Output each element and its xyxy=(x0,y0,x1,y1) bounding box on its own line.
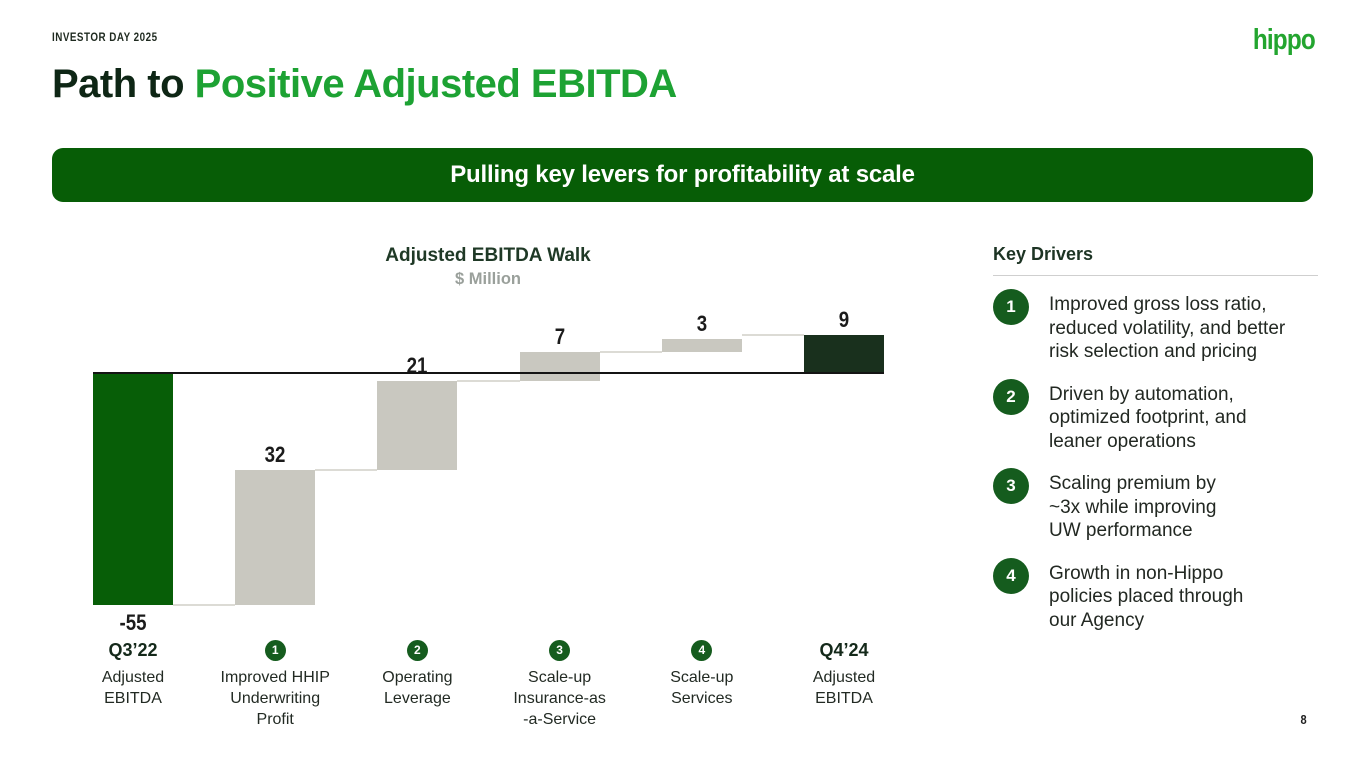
bar-value-label: 9 xyxy=(838,307,850,333)
key-driver-text: Growth in non-Hippo policies placed thro… xyxy=(1049,562,1244,631)
connector-line xyxy=(173,604,236,606)
category-label-lines: Adjusted EBITDA xyxy=(101,669,165,707)
badge-number: 2 xyxy=(1006,386,1016,406)
waterfall-bar-5 xyxy=(804,335,884,373)
category-header: Q4’24 xyxy=(769,637,919,663)
category-header: Q3’22 xyxy=(58,637,208,663)
key-driver-text: Improved gross loss ratio, reduced volat… xyxy=(1049,294,1286,362)
step-number-badge: 4 xyxy=(691,639,713,661)
badge-number: 3 xyxy=(1006,476,1016,495)
category-label: 2 Operating Leverage xyxy=(342,637,492,709)
waterfall-bar-2 xyxy=(377,381,458,470)
key-message-banner: Pulling key levers for profitability at … xyxy=(52,148,1313,202)
page-title: Path to Positive Adjusted EBITDA xyxy=(52,62,677,107)
waterfall-bar-4 xyxy=(661,339,742,352)
category-title: Q4’24 xyxy=(819,639,869,660)
key-driver-number-badge: 4 xyxy=(993,557,1029,594)
banner-text: Pulling key levers for profitability at … xyxy=(450,161,915,188)
hippo-logo: hippo xyxy=(1252,24,1316,56)
category-label: 1 Improved HHIP Underwriting Profit xyxy=(200,637,350,730)
bar-value-label: 3 xyxy=(696,311,708,337)
divider-line xyxy=(993,275,1318,276)
category-label: Q4’24 Adjusted EBITDA xyxy=(769,637,919,709)
key-driver-number-badge: 2 xyxy=(993,378,1029,415)
connector-line xyxy=(457,380,520,383)
badge-number: 1 xyxy=(1006,297,1016,316)
key-driver-number-badge: 3 xyxy=(993,468,1029,504)
connector-line xyxy=(315,469,378,472)
category-label: 3 Scale-up Insurance-as -a-Service xyxy=(485,637,635,730)
waterfall-bar-0 xyxy=(93,373,173,605)
category-label: Q3’22 Adjusted EBITDA xyxy=(58,637,208,709)
step-number-badge: 1 xyxy=(264,639,286,661)
key-drivers-panel: Key Drivers 1 Improved gross loss ratio,… xyxy=(993,244,1321,632)
key-driver-text: Scaling premium by ~3x while improving U… xyxy=(1049,473,1217,541)
category-header: 2 xyxy=(342,637,492,663)
title-highlight: Positive Adjusted EBITDA xyxy=(194,62,678,106)
key-driver-item: 4 Growth in non-Hippo policies placed th… xyxy=(993,557,1321,633)
key-driver-text: Driven by automation, optimized footprin… xyxy=(1049,383,1247,452)
category-label: 4 Scale-up Services xyxy=(627,637,777,709)
key-driver-item: 3 Scaling premium by ~3x while improving… xyxy=(993,468,1321,543)
category-label-lines: Scale-up Insurance-as -a-Service xyxy=(513,669,606,728)
eyebrow-label: INVESTOR DAY 2025 xyxy=(52,30,158,44)
key-driver-number-badge: 1 xyxy=(993,289,1029,325)
waterfall-bar-1 xyxy=(235,470,316,605)
bar-value-label: 21 xyxy=(406,353,428,379)
title-prefix: Path to xyxy=(52,62,195,106)
category-title: Q3’22 xyxy=(108,639,158,660)
category-label-lines: Adjusted EBITDA xyxy=(812,669,876,707)
chart-subtitle: $ Million xyxy=(455,270,521,288)
bar-value-label: 7 xyxy=(554,323,565,349)
bar-value-label: 32 xyxy=(264,442,286,468)
waterfall-bar-3 xyxy=(519,351,600,382)
key-driver-item: 2 Driven by automation, optimized footpr… xyxy=(993,378,1321,454)
step-number-badge: 2 xyxy=(406,639,428,661)
category-label-lines: Improved HHIP Underwriting Profit xyxy=(220,669,330,728)
category-header: 3 xyxy=(485,637,635,663)
key-drivers-list: 1 Improved gross loss ratio, reduced vol… xyxy=(993,289,1321,632)
category-header: 4 xyxy=(627,637,777,663)
connector-line xyxy=(599,350,662,353)
category-header: 1 xyxy=(200,637,350,663)
category-label-lines: Operating Leverage xyxy=(382,669,453,707)
connector-line xyxy=(741,334,804,337)
page-number: 8 xyxy=(1300,712,1307,727)
key-driver-item: 1 Improved gross loss ratio, reduced vol… xyxy=(993,289,1321,364)
badge-number: 4 xyxy=(1006,565,1016,585)
key-drivers-heading: Key Drivers xyxy=(993,244,1094,264)
category-label-lines: Scale-up Services xyxy=(670,669,734,707)
bar-value-label: -55 xyxy=(119,610,147,635)
chart-title: Adjusted EBITDA Walk xyxy=(385,245,591,266)
step-number-badge: 3 xyxy=(549,639,571,661)
zero-baseline xyxy=(93,372,884,374)
